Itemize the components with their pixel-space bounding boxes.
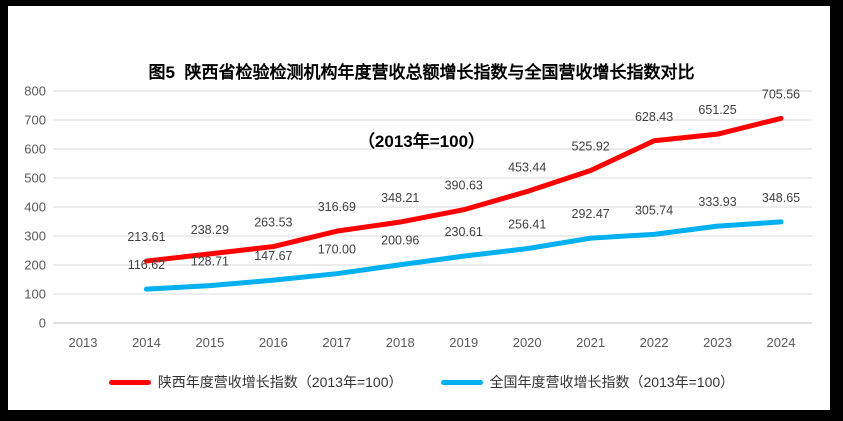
shaanxi-data-label: 238.29 [191,223,229,237]
shaanxi-data-label: 390.63 [445,179,483,193]
x-axis-tick-label: 2014 [132,335,161,350]
y-axis-tick-label: 500 [24,171,46,186]
shaanxi-data-label: 263.53 [254,216,292,230]
x-axis-tick-label: 2015 [195,335,224,350]
y-axis-tick-label: 400 [24,200,46,215]
chart-title-line2: （2013年=100） [357,132,486,151]
national-data-label: 333.93 [698,195,736,209]
shaanxi-data-label: 348.21 [381,191,419,205]
shaanxi-data-label: 316.69 [318,200,356,214]
x-axis-tick-label: 2024 [767,335,796,350]
x-axis-tick-label: 2023 [703,335,732,350]
shaanxi-data-label: 705.56 [762,87,800,101]
x-axis-tick-label: 2019 [449,335,478,350]
x-axis-tick-label: 2020 [513,335,542,350]
legend-label-shaanxi: 陕西年度营收增长指数（2013年=100） [157,374,403,390]
x-axis-tick-label: 2017 [322,335,351,350]
legend-label-national: 全国年度营收增长指数（2013年=100） [489,374,735,390]
national-data-label: 256.41 [508,218,546,232]
national-data-label: 200.96 [381,234,419,248]
chart-title: 图5 陕西省检验检测机构年度营收总额增长指数与全国营收增长指数对比 （2013年… [0,15,843,176]
national-series-marker [440,379,483,385]
chart-title-line1: 图5 陕西省检验检测机构年度营收总额增长指数与全国营收增长指数对比 [148,63,695,82]
x-axis-tick-label: 2021 [576,335,605,350]
chart-frame [8,6,830,410]
national-data-label: 230.61 [445,225,483,239]
national-data-label: 128.71 [191,255,229,269]
national-data-label: 116.62 [128,258,165,272]
y-axis-tick-label: 0 [39,316,46,331]
national-data-label: 348.65 [762,191,800,205]
shaanxi-data-label: 651.25 [698,103,736,117]
shaanxi-index-line [143,115,784,264]
shaanxi-data-label: 525.92 [572,139,610,153]
national-data-label: 292.47 [572,207,610,221]
national-data-label: 170.00 [318,243,356,257]
shaanxi-data-label: 453.44 [508,161,546,175]
y-axis-tick-label: 300 [24,229,46,244]
shaanxi-data-label: 628.43 [635,110,673,124]
national-data-label: 305.74 [635,203,673,217]
y-axis-tick-label: 700 [24,113,46,128]
y-axis-tick-label: 200 [24,258,46,273]
legend-item-national: 全国年度营收增长指数（2013年=100） [440,372,735,392]
x-axis-tick-label: 2022 [640,335,669,350]
x-axis-tick-label: 2016 [259,335,288,350]
legend-item-shaanxi: 陕西年度营收增长指数（2013年=100） [108,372,403,392]
x-axis-tick-label: 2018 [386,335,415,350]
national-data-label: 147.67 [254,249,292,263]
chart-legend: 陕西年度营收增长指数（2013年=100） 全国年度营收增长指数（2013年=1… [0,372,843,392]
national-index-line [143,219,784,292]
y-axis-tick-label: 100 [24,287,46,302]
shaanxi-data-label: 213.61 [127,230,165,244]
shaanxi-series-marker [108,379,151,385]
y-axis-tick-label: 600 [24,142,46,157]
x-axis-tick-label: 2013 [69,335,98,350]
y-axis-tick-label: 800 [24,84,46,99]
